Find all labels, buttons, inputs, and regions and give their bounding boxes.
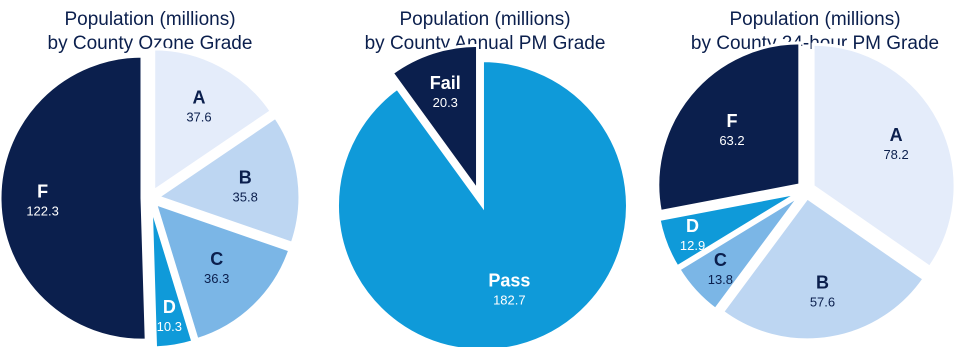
ozone-slice-c [153, 201, 292, 342]
annual-pm-slice-fail [390, 43, 480, 196]
24hr-pm-slice-c-label: C [714, 250, 727, 270]
ozone-title-line1: Population (millions) [64, 9, 236, 30]
ozone-slice-a-label: A [192, 88, 205, 108]
ozone-slice-d-value: 10.3 [157, 319, 182, 334]
ozone-slice-a-value: 37.6 [186, 110, 211, 125]
24hr-pm-title-line1: Population (millions) [729, 9, 901, 30]
24hr-pm-slice-f-label: F [726, 111, 737, 131]
ozone-slice-f-value: 122.3 [26, 204, 59, 219]
ozone-slice-b [154, 115, 302, 246]
annual-pm-slice-pass-label: Pass [488, 270, 530, 290]
ozone-slice-c-value: 36.3 [204, 271, 229, 286]
ozone-slice-b-value: 35.8 [233, 189, 258, 204]
annual-pm-subtitle: by County Annual PM Grade [364, 33, 606, 54]
24hr-pm-slice-c-value: 13.8 [708, 272, 733, 287]
ozone-pie-panel: Population (millions) by County Ozone Gr… [0, 0, 302, 347]
24hr-pm-slice-a-label: A [890, 125, 903, 145]
24hr-pm-slice-f-value: 63.2 [719, 133, 744, 148]
ozone-slice-c-label: C [210, 249, 223, 269]
24hr-pm-slice-d-value: 12.9 [680, 238, 705, 253]
annual-pm-slice-fail-label: Fail [430, 73, 461, 93]
annual-pm-pie-chart: Pass 182.7 Fail 20.3 [336, 43, 629, 347]
ozone-subtitle: by County Ozone Grade [47, 33, 253, 54]
ozone-slice-a [152, 47, 274, 194]
annual-pm-slice-pass-value: 182.7 [493, 292, 526, 307]
annual-pm-pie-panel: Population (millions) by County Annual P… [320, 0, 650, 347]
24hr-pm-slice-b [720, 195, 927, 342]
annual-pm-slice-fail-value: 20.3 [433, 95, 458, 110]
24hr-pm-slice-a-value: 78.2 [883, 147, 908, 162]
24hr-pm-slice-b-value: 57.6 [810, 294, 835, 309]
ozone-chart-title: Population (millions) by County Ozone Gr… [0, 8, 300, 56]
24hr-pm-slice-a [811, 42, 957, 270]
24hr-pm-slice-b-label: B [816, 272, 829, 292]
annual-pm-slice-pass [336, 59, 629, 347]
annual-pm-chart-title: Population (millions) by County Annual P… [320, 8, 650, 56]
ozone-slice-d-label: D [163, 297, 176, 317]
24hr-pm-slice-d [657, 191, 800, 269]
ozone-slice-f [0, 54, 148, 342]
ozone-pie-chart: A 37.6 B 35.8 C 36.3 D 10.3 F 122.3 [0, 47, 302, 347]
24hr-pm-slice-f [656, 41, 802, 214]
24hr-pm-pie-panel: Population (millions) by County 24-hour … [656, 0, 970, 347]
annual-pm-title-line1: Population (millions) [399, 9, 571, 30]
24hr-pm-pie-chart: A 78.2 B 57.6 C 13.8 D 12.9 F 63.2 [656, 41, 957, 342]
ozone-slice-f-label: F [37, 182, 48, 202]
ozone-slice-b-label: B [239, 167, 252, 187]
24hr-pm-slice-d-label: D [686, 216, 699, 236]
ozone-slice-d [149, 205, 195, 347]
24hr-pm-slice-c [676, 194, 802, 312]
